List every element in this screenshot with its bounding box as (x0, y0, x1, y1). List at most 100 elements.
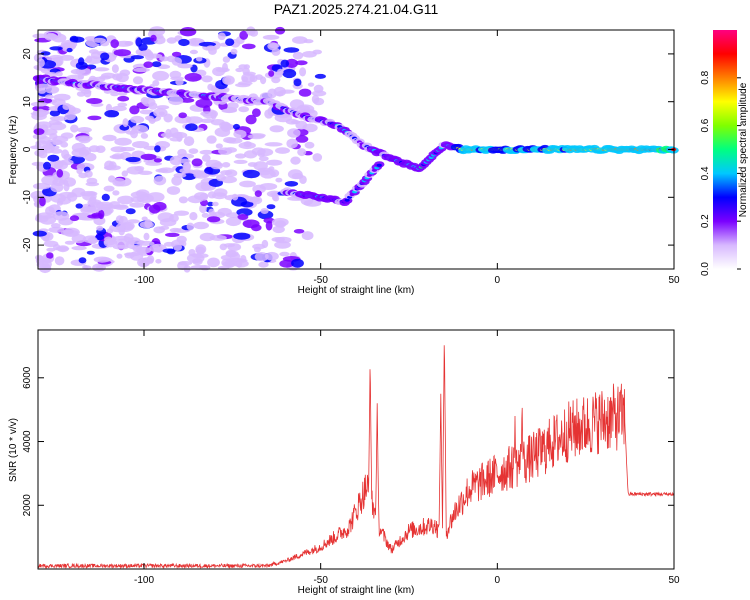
spectrogram-cell (230, 48, 238, 55)
spectrogram-cell (275, 147, 290, 154)
spectrogram-cell (86, 98, 103, 104)
spectrogram-cell (283, 47, 300, 53)
spectrogram-cell (184, 72, 202, 82)
spectrogram-cell (222, 75, 235, 85)
spectrogram-cell (206, 216, 221, 223)
spectrogram-cell (59, 191, 76, 199)
spectrogram-cell (117, 102, 128, 108)
spectrogram-cell (171, 57, 182, 66)
spectrogram-cell (173, 210, 190, 216)
spectrogram-cell (38, 150, 48, 159)
spectrogram-cell (49, 116, 68, 121)
spectrogram-cell (185, 123, 198, 131)
spectrogram-cell (165, 232, 180, 237)
spectrogram-cell (66, 47, 73, 53)
spectrogram-cell (277, 68, 284, 75)
spectrogram-cell (114, 137, 132, 146)
spectrogram-cell (49, 46, 63, 51)
chart-title: PAZ1.2025.274.21.04.G11 (274, 1, 439, 17)
spectrogram-cell (141, 257, 154, 264)
spectrogram-cell (54, 256, 65, 266)
spectrogram-cell (126, 219, 140, 224)
spectrogram-cell (239, 180, 256, 188)
spectrogram-cell (129, 105, 140, 115)
spectrogram-cell (77, 126, 92, 133)
spectrogram-cell (96, 265, 104, 270)
spectrogram-cell (147, 192, 165, 202)
spectrogram-cell (115, 215, 124, 225)
spectrogram-ylabel: Frequency (Hz) (8, 116, 19, 185)
spectrogram-ridge-core (344, 198, 350, 202)
spectrogram-cell (246, 26, 256, 36)
spectrogram-cell (37, 88, 47, 94)
spectrogram-cell (48, 122, 67, 131)
spectrogram-cell (254, 190, 262, 198)
spectrogram-cell (233, 159, 248, 164)
spectrogram-cell (169, 70, 182, 79)
spectrogram-cell (177, 63, 193, 69)
spectrogram-cell (207, 191, 217, 199)
spectrogram-cell (163, 241, 175, 247)
spectrogram-cell (85, 182, 100, 187)
spectrogram-cell (87, 115, 102, 121)
spectrogram-cell (187, 195, 204, 204)
spectrogram-cell (153, 175, 167, 186)
colorbar-gradient (713, 30, 737, 269)
spectrogram-cell (233, 129, 247, 139)
spectrogram-cell (60, 132, 74, 139)
spectrogram-cell (210, 162, 223, 170)
spectrogram-cell (171, 51, 182, 57)
spectrogram-cell (50, 148, 63, 154)
spectrogram-cell (110, 91, 119, 97)
spectrogram-cell (87, 214, 103, 219)
spectrogram-cell (59, 54, 75, 61)
spectrogram-cell (279, 89, 295, 94)
spectrogram-cell (242, 67, 250, 75)
spectrogram-cell (150, 34, 157, 42)
spectrogram-cell (106, 228, 114, 234)
spectrogram-xtick-label: -50 (313, 275, 328, 286)
spectrogram-cell (63, 177, 76, 187)
spectrogram-cell (293, 229, 305, 234)
spectrogram-cell (70, 124, 79, 133)
spectrogram-cell (246, 197, 260, 203)
spectrogram-cell (149, 26, 166, 36)
snr-ytick-label: 4000 (22, 430, 33, 453)
spectrogram-cell (271, 217, 289, 227)
spectrogram-cell (115, 72, 129, 83)
spectrogram-cell (93, 256, 111, 263)
spectrogram-cell (88, 49, 99, 54)
spectrogram-cell (201, 75, 213, 83)
spectrogram-cell (173, 243, 183, 251)
spectrogram-cell (124, 252, 135, 259)
spectrogram-cell (207, 257, 220, 268)
spectrogram-cell (199, 193, 209, 201)
spectrogram-cell (280, 59, 290, 68)
colorbar-ticks: 0.0 0.2 0.4 0.6 0.8 (700, 70, 741, 276)
spectrogram-cell (138, 43, 148, 52)
spectrogram-cell (279, 259, 294, 268)
spectrogram-cell (87, 236, 98, 245)
spectrogram-cell (215, 143, 223, 149)
spectrogram-cell (159, 56, 170, 62)
spectrogram-cell (125, 130, 136, 135)
spectrogram-cell (258, 156, 269, 162)
spectrogram-cell (39, 196, 46, 207)
spectrogram-cell (152, 80, 160, 87)
spectrogram-cell (111, 64, 119, 73)
spectrogram-cell (241, 76, 249, 83)
spectrogram-cell (57, 196, 72, 205)
spectrogram-cell (76, 168, 83, 175)
spectrogram-cell (253, 161, 268, 171)
colorbar: 0.0 0.2 0.4 0.6 0.8 Normalized spectral ampl… (700, 30, 749, 276)
spectrogram-cell (64, 112, 76, 121)
spectrogram-cell (247, 134, 265, 140)
spectrogram-ytick-label: -10 (22, 190, 33, 205)
spectrogram-cell (145, 161, 163, 166)
spectrogram-cell (71, 148, 90, 158)
spectrogram-cell (59, 159, 74, 166)
spectrogram-cell (195, 244, 207, 255)
spectrogram-cell (37, 212, 56, 219)
snr-panel: -100 -50 0 50 2000 4000 6000 Height of straigh… (8, 329, 680, 596)
spectrogram-cell (50, 223, 61, 229)
